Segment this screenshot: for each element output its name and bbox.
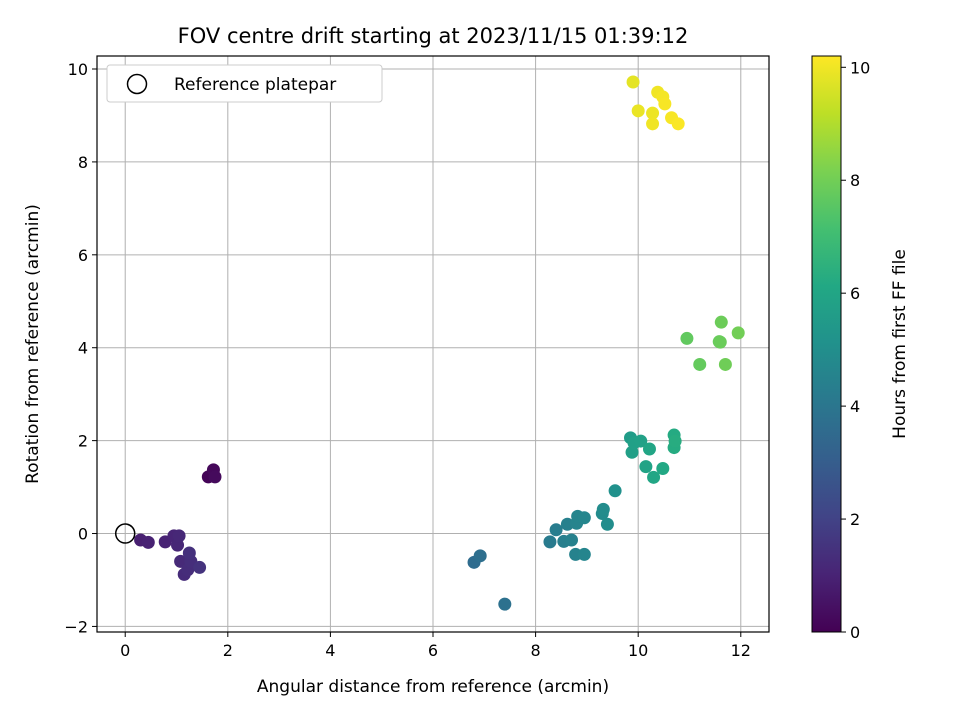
reference-marker-layer bbox=[114, 523, 136, 544]
x-axis-ticks: 0 2 4 6 8 10 12 bbox=[120, 632, 751, 660]
legend-reference-marker bbox=[126, 73, 148, 95]
colorbar-label: Hours from first FF file bbox=[890, 249, 910, 439]
y-tick-label: 4 bbox=[78, 339, 88, 358]
scatter-point bbox=[634, 434, 648, 448]
legend-box bbox=[106, 64, 383, 103]
scatter-point bbox=[668, 434, 682, 448]
legend-label-reference: Reference platepar bbox=[174, 75, 336, 95]
colorbar-ticks: 0 2 4 6 8 10 bbox=[841, 58, 870, 642]
x-axis-label: Angular distance from reference (arcmin) bbox=[257, 677, 609, 697]
scatter-point bbox=[693, 357, 707, 371]
y-tick-label: 10 bbox=[68, 60, 88, 79]
scatter-point bbox=[731, 326, 745, 340]
reference-platepar-marker bbox=[114, 523, 136, 544]
colorbar-gradient bbox=[811, 55, 842, 633]
scatter-point bbox=[182, 546, 196, 560]
scatter-point bbox=[577, 511, 591, 525]
scatter-point bbox=[646, 106, 660, 120]
x-tick-label: 2 bbox=[223, 641, 233, 660]
x-tick-label: 0 bbox=[120, 641, 130, 660]
scatter-point bbox=[565, 533, 579, 547]
scatter-point bbox=[141, 535, 155, 549]
scatter-point bbox=[543, 535, 557, 549]
scatter-point bbox=[626, 75, 640, 89]
colorbar-tick-label: 2 bbox=[850, 510, 860, 529]
scatter-point bbox=[473, 549, 487, 563]
colorbar-tick-label: 8 bbox=[850, 171, 860, 190]
grid-lines bbox=[97, 56, 769, 632]
scatter-point bbox=[639, 460, 653, 474]
colorbar: 0 2 4 6 8 10 Hours from first FF file bbox=[811, 55, 910, 642]
scatter-point bbox=[656, 461, 670, 475]
colorbar-tick-label: 4 bbox=[850, 397, 860, 416]
scatter-point bbox=[577, 547, 591, 561]
scatter-point bbox=[713, 335, 727, 349]
y-tick-label: 6 bbox=[78, 246, 88, 265]
scatter-point bbox=[671, 117, 685, 131]
x-tick-label: 8 bbox=[531, 641, 541, 660]
scatter-point bbox=[498, 597, 512, 611]
scatter-points bbox=[134, 75, 745, 611]
scatter-point bbox=[193, 560, 207, 574]
scatter-point bbox=[647, 470, 661, 484]
scatter-point bbox=[608, 484, 622, 498]
y-axis-ticks: −2 0 2 4 6 8 10 bbox=[64, 60, 97, 636]
scatter-point bbox=[172, 529, 186, 543]
colorbar-tick-label: 0 bbox=[850, 623, 860, 642]
x-tick-label: 4 bbox=[325, 641, 335, 660]
x-tick-label: 12 bbox=[731, 641, 751, 660]
scatter-point bbox=[208, 470, 222, 484]
colorbar-tick-label: 6 bbox=[850, 284, 860, 303]
scatter-point bbox=[714, 315, 728, 329]
chart-title: FOV centre drift starting at 2023/11/15 … bbox=[178, 24, 689, 48]
scatter-point bbox=[596, 502, 610, 516]
y-tick-label: −2 bbox=[64, 617, 88, 636]
y-axis-label: Rotation from reference (arcmin) bbox=[23, 204, 43, 484]
scatter-point bbox=[646, 117, 660, 131]
scatter-point bbox=[658, 97, 672, 111]
y-tick-label: 0 bbox=[78, 525, 88, 544]
x-tick-label: 6 bbox=[428, 641, 438, 660]
scatter-point bbox=[600, 517, 614, 531]
scatter-point bbox=[549, 523, 563, 537]
scatter-point bbox=[718, 357, 732, 371]
x-tick-label: 10 bbox=[628, 641, 648, 660]
scatter-point bbox=[631, 104, 645, 118]
scatter-point bbox=[680, 331, 694, 345]
y-tick-label: 2 bbox=[78, 432, 88, 451]
legend: Reference platepar bbox=[106, 64, 383, 103]
y-tick-label: 8 bbox=[78, 153, 88, 172]
scatter-point bbox=[642, 442, 656, 456]
colorbar-tick-label: 10 bbox=[850, 58, 870, 77]
